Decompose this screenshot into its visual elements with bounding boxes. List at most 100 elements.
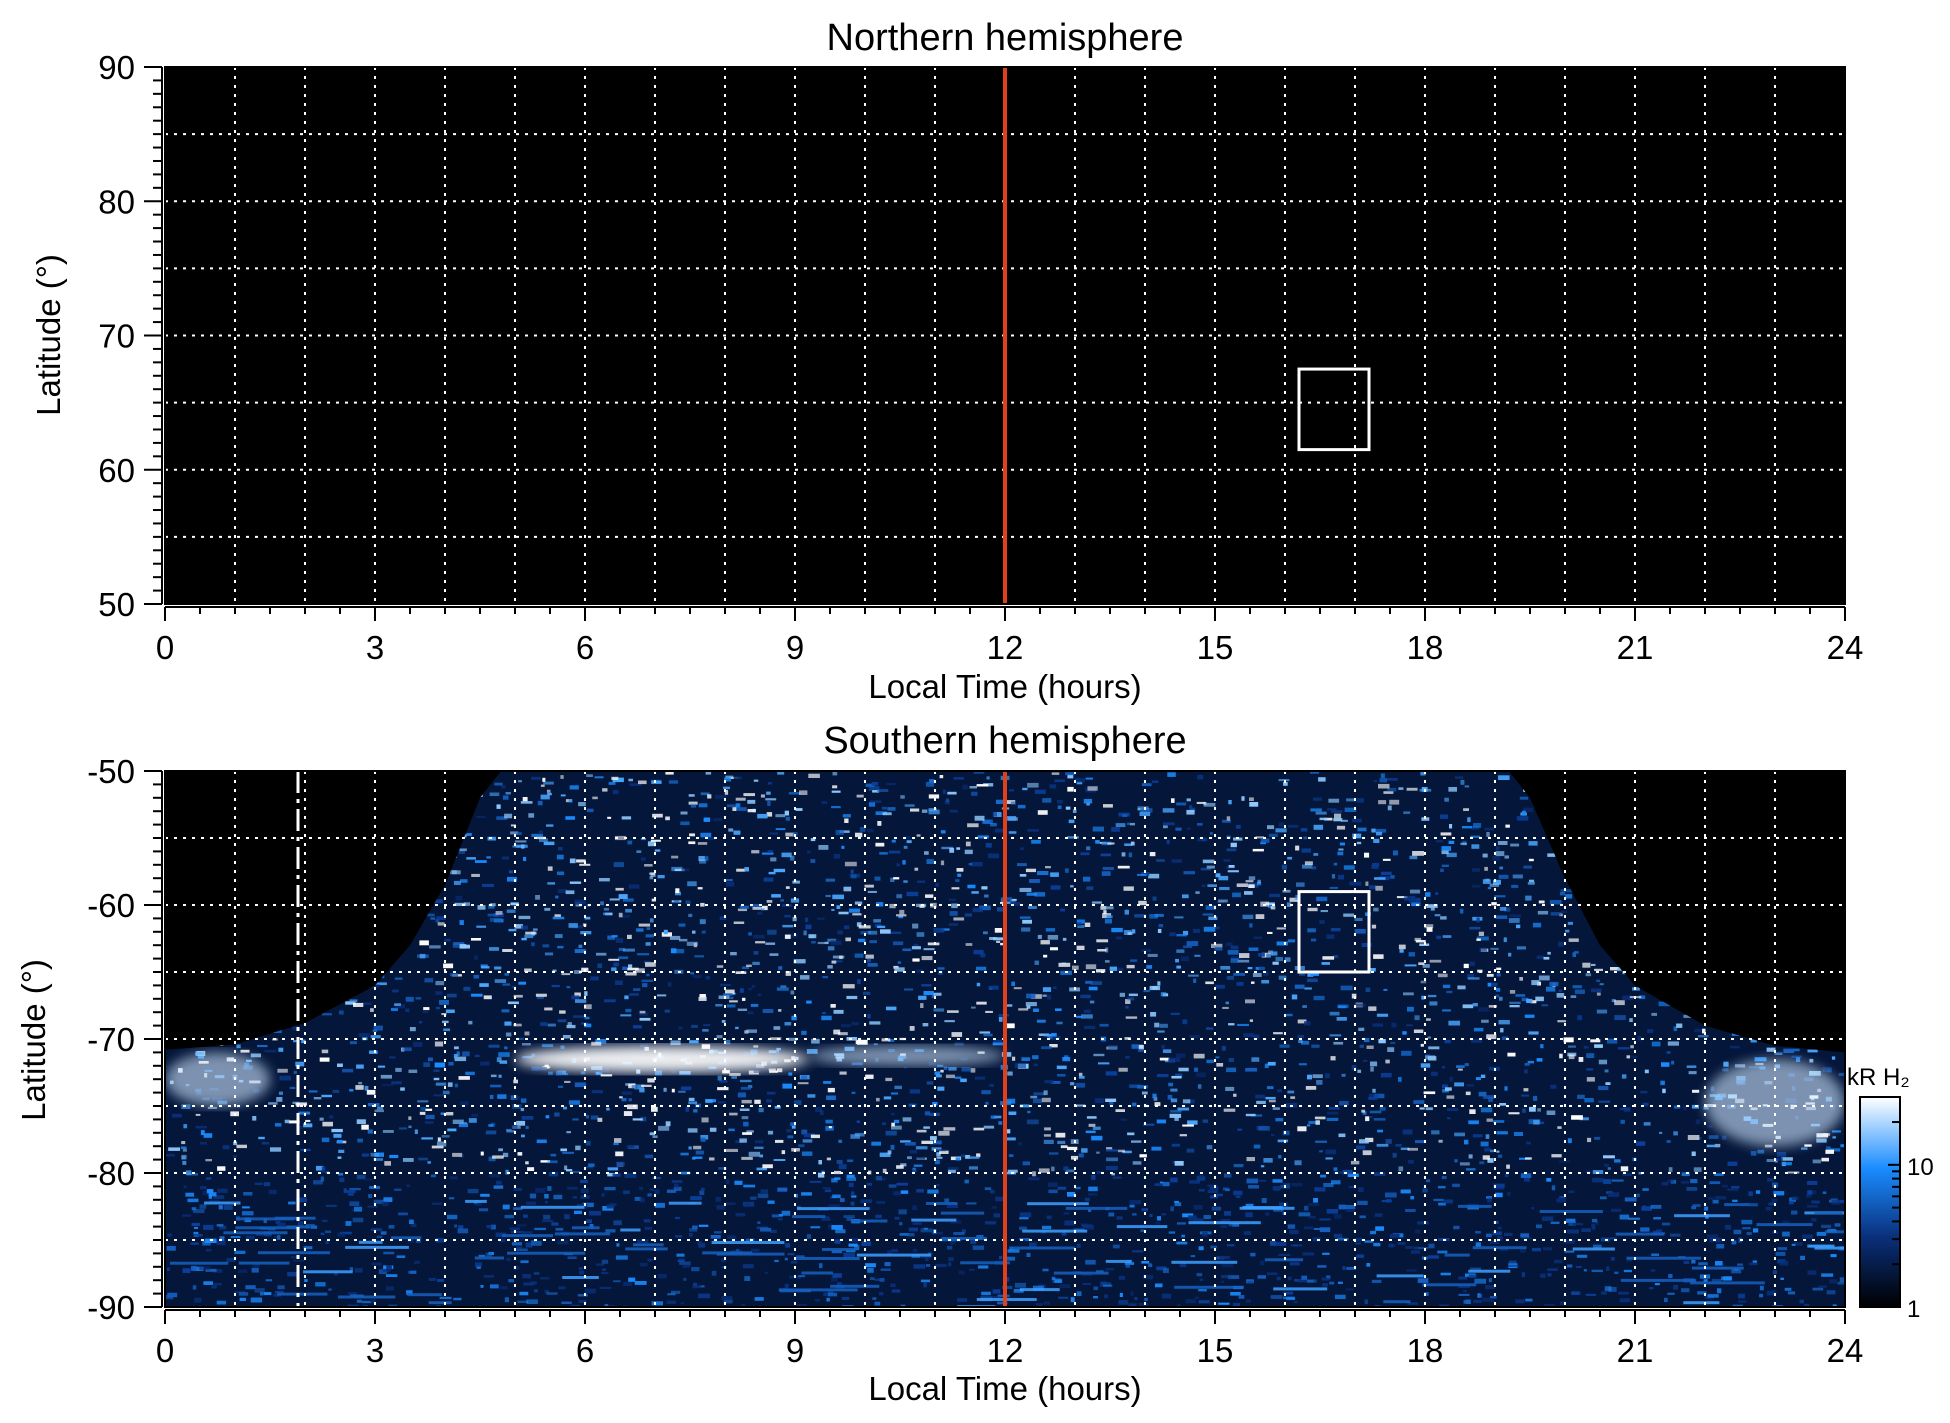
emission-speck — [698, 803, 708, 808]
emission-speck — [1567, 1138, 1572, 1144]
emission-speck — [1082, 1282, 1091, 1286]
emission-speck — [1568, 1045, 1576, 1048]
emission-speck — [1666, 1051, 1671, 1054]
emission-speck — [985, 1010, 993, 1013]
emission-speck — [902, 948, 912, 952]
emission-speck — [1333, 1171, 1344, 1175]
emission-speck — [1619, 1298, 1630, 1303]
emission-speck — [1442, 1009, 1451, 1012]
emission-speck — [971, 1006, 976, 1009]
emission-speck — [989, 1083, 994, 1087]
emission-speck — [606, 1304, 615, 1307]
emission-speck — [678, 923, 686, 927]
emission-speck — [1054, 779, 1065, 783]
emission-speck — [1469, 1109, 1476, 1114]
emission-speck — [1479, 947, 1487, 952]
emission-speck — [564, 1080, 571, 1083]
emission-speck — [1322, 1283, 1329, 1287]
emission-speck — [1329, 1034, 1342, 1037]
emission-speck — [1475, 1077, 1481, 1081]
emission-speck — [907, 1156, 912, 1160]
emission-speck — [1253, 1034, 1260, 1040]
emission-speck — [507, 876, 518, 882]
emission-speck — [410, 1270, 417, 1274]
emission-speck — [700, 1137, 706, 1142]
emission-speck — [447, 1214, 458, 1220]
emission-speck — [785, 971, 791, 976]
emission-speck — [1351, 818, 1362, 823]
emission-speck — [1706, 1144, 1719, 1148]
emission-speck — [535, 1187, 546, 1193]
emission-speck — [566, 1024, 576, 1029]
emission-speck — [717, 1075, 722, 1081]
emission-speck — [690, 1196, 702, 1201]
emission-speck — [702, 1029, 709, 1032]
emission-speck — [1458, 1293, 1470, 1296]
emission-speck — [1722, 1135, 1727, 1140]
emission-speck — [558, 846, 563, 851]
emission-speck — [1148, 1263, 1153, 1267]
emission-speck — [477, 905, 486, 910]
emission-speck — [633, 988, 641, 991]
emission-speck — [1252, 973, 1262, 977]
emission-speck — [167, 1233, 172, 1237]
emission-speck — [1067, 836, 1079, 839]
emission-speck — [785, 886, 790, 889]
emission-speck — [1051, 1033, 1057, 1037]
emission-speck — [624, 995, 629, 1000]
emission-speck — [935, 1263, 947, 1268]
emission-speck — [1228, 865, 1235, 868]
emission-speck — [1620, 1107, 1630, 1111]
emission-speck — [578, 802, 586, 807]
emission-speck — [1130, 822, 1135, 826]
emission-speck — [948, 1067, 957, 1071]
emission-speck — [1198, 1189, 1205, 1192]
emission-speck — [1509, 1001, 1521, 1004]
emission-speck — [623, 1190, 630, 1194]
emission-speck — [826, 1095, 836, 1100]
emission-speck — [997, 1301, 1008, 1305]
emission-speck — [1465, 1091, 1471, 1096]
emission-speck — [1577, 1094, 1585, 1099]
emission-speck — [502, 795, 509, 800]
emission-speck — [939, 775, 944, 779]
emission-speck — [1826, 1146, 1831, 1152]
emission-speck — [1005, 1172, 1016, 1175]
polar-streak — [1009, 1246, 1075, 1250]
emission-speck — [1034, 892, 1046, 897]
emission-speck — [1526, 1141, 1531, 1145]
emission-speck — [571, 1170, 581, 1173]
polar-streak — [1620, 1278, 1697, 1282]
emission-speck — [821, 1015, 832, 1021]
emission-speck — [705, 1099, 713, 1104]
emission-speck — [166, 1246, 176, 1251]
polar-streak — [204, 1201, 241, 1205]
emission-speck — [1013, 987, 1022, 990]
emission-speck — [859, 827, 866, 832]
emission-speck — [1570, 1291, 1581, 1295]
emission-speck — [357, 1138, 363, 1143]
emission-speck — [1125, 1016, 1138, 1019]
emission-speck — [1504, 1232, 1513, 1236]
emission-speck — [542, 1220, 554, 1223]
emission-speck — [785, 816, 790, 821]
emission-speck — [1524, 1014, 1535, 1018]
emission-speck — [485, 1252, 493, 1257]
emission-speck — [1265, 1212, 1270, 1216]
colorbar-label: kR H₂ — [1847, 1064, 1910, 1091]
emission-speck — [1742, 1227, 1751, 1230]
emission-speck — [1465, 1299, 1471, 1304]
emission-speck — [1233, 1302, 1241, 1307]
emission-speck — [919, 904, 925, 908]
emission-speck — [729, 1073, 741, 1077]
emission-speck — [836, 1159, 843, 1164]
emission-speck — [811, 1038, 820, 1044]
emission-speck — [639, 1012, 648, 1016]
x-tick-label: 9 — [786, 629, 804, 666]
emission-speck — [699, 859, 707, 864]
emission-speck — [1004, 1023, 1015, 1029]
emission-speck — [1690, 1179, 1698, 1184]
emission-speck — [828, 1204, 840, 1209]
emission-speck — [790, 1122, 795, 1126]
emission-speck — [1603, 1155, 1615, 1159]
